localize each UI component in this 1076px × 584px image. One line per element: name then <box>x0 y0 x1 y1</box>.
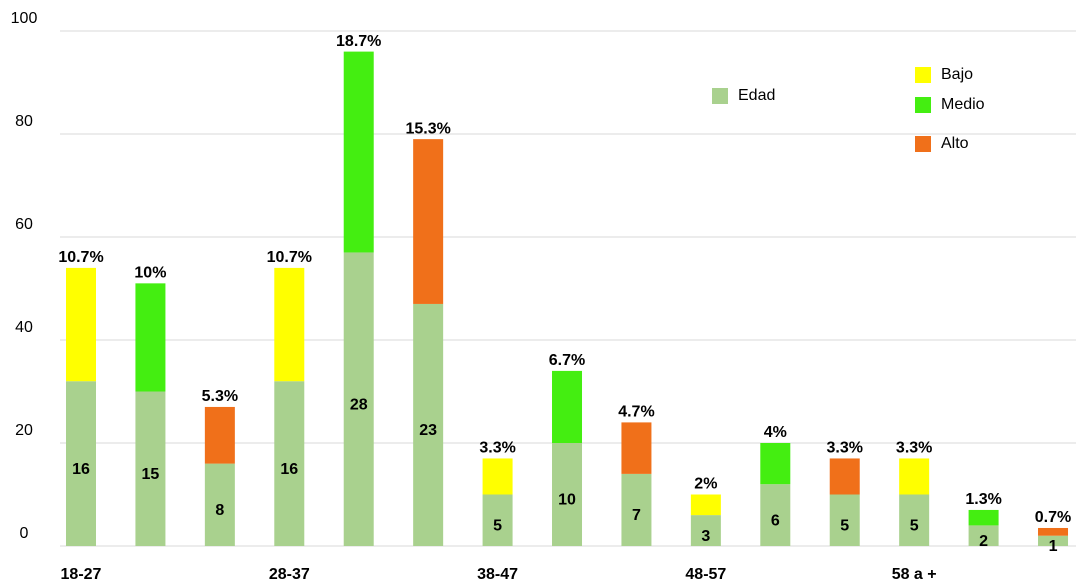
y-tick-label: 20 <box>15 422 33 439</box>
bar-top-label: 10.7% <box>267 249 312 266</box>
bar-segment <box>552 370 583 443</box>
bar-top-label: 3.3% <box>479 440 515 457</box>
legend-label: Alto <box>941 135 969 152</box>
bar-top-label: 2% <box>694 476 717 493</box>
y-tick-label: 40 <box>15 319 33 336</box>
bar-segment <box>899 458 930 495</box>
bar-segment <box>135 391 166 546</box>
bar-segment <box>968 525 999 546</box>
bar-segment <box>1038 527 1069 536</box>
bar-segment <box>621 422 652 474</box>
bar-segment <box>829 458 860 495</box>
bar-segment <box>690 515 721 546</box>
bar-base-label: 5 <box>910 517 919 534</box>
y-tick-label: 60 <box>15 216 33 233</box>
bar-base-label: 2 <box>979 533 988 550</box>
bar-base-label: 16 <box>280 461 298 478</box>
bar-segment <box>829 494 860 546</box>
y-tick-label: 0 <box>20 525 29 542</box>
bar-segment <box>274 267 305 382</box>
bar-base-label: 28 <box>350 396 368 413</box>
bar-segment <box>343 51 374 253</box>
legend-label: Bajo <box>941 66 973 83</box>
bar-base-label: 23 <box>419 422 437 439</box>
bar-segment <box>482 458 513 495</box>
bar-segment <box>760 484 791 546</box>
bar-segment <box>482 494 513 546</box>
y-tick-label: 80 <box>15 113 33 130</box>
bar-top-label: 3.3% <box>896 440 932 457</box>
bar-segment <box>899 494 930 546</box>
bar-segment <box>66 267 96 382</box>
bar-base-label: 3 <box>701 528 710 545</box>
y-tick-label: 100 <box>11 10 38 27</box>
bar-segment <box>552 443 583 546</box>
x-tick-label: 28-37 <box>269 566 310 583</box>
bar-top-label: 0.7% <box>1035 509 1071 526</box>
bar-segment <box>690 494 721 516</box>
bar-base-label: 15 <box>142 466 160 483</box>
bar-segment <box>204 406 235 464</box>
bar-base-label: 16 <box>72 461 90 478</box>
bar-top-label: 18.7% <box>336 33 381 50</box>
legend-label: Edad <box>738 87 775 104</box>
bar-base-label: 10 <box>558 492 576 509</box>
legend-swatch <box>915 136 931 152</box>
bar-base-label: 5 <box>840 517 849 534</box>
bar-segment <box>343 252 374 546</box>
x-tick-label: 58 a + <box>892 566 937 583</box>
x-tick-label: 48-57 <box>685 566 726 583</box>
legend-label: Medio <box>941 96 985 113</box>
bar-top-label: 6.7% <box>549 352 585 369</box>
bar-segment <box>621 473 652 546</box>
bar-base-label: 6 <box>771 512 780 529</box>
bar-segment <box>968 509 999 526</box>
bar-top-label: 10% <box>134 265 166 282</box>
legend-swatch <box>915 97 931 113</box>
bar-segment <box>66 381 96 546</box>
bar-segment <box>135 283 166 392</box>
bar-base-label: 1 <box>1049 538 1058 555</box>
legend-swatch <box>712 88 728 104</box>
bar-base-label: 7 <box>632 507 641 524</box>
bar-segment <box>760 443 791 485</box>
bar-segment <box>274 381 305 546</box>
bar-top-label: 1.3% <box>965 491 1001 508</box>
bar-segment <box>413 303 444 546</box>
bar-top-label: 4.7% <box>618 404 654 421</box>
legend-swatch <box>915 67 931 83</box>
bar-top-label: 15.3% <box>405 120 450 137</box>
bar-top-label: 10.7% <box>58 249 103 266</box>
bar-top-label: 5.3% <box>202 388 238 405</box>
bar-top-label: 4% <box>764 424 787 441</box>
bar-top-label: 3.3% <box>826 440 862 457</box>
bar-segment <box>204 463 235 546</box>
bar-segment <box>413 139 444 304</box>
bar-segment <box>1038 535 1069 546</box>
x-tick-label: 18-27 <box>61 566 102 583</box>
bar-base-label: 8 <box>215 502 224 519</box>
bar-base-label: 5 <box>493 517 502 534</box>
x-tick-label: 38-47 <box>477 566 518 583</box>
